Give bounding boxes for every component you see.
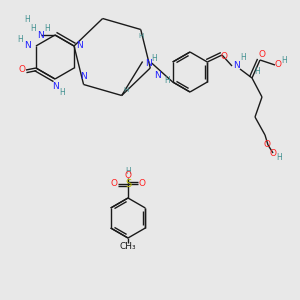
Text: N: N <box>154 71 161 80</box>
Text: O: O <box>220 52 227 62</box>
Text: O: O <box>110 179 118 188</box>
Text: H: H <box>138 32 143 38</box>
Text: CH₃: CH₃ <box>120 242 136 251</box>
Text: H: H <box>124 87 129 93</box>
Text: H: H <box>30 25 36 34</box>
Text: H: H <box>24 14 30 23</box>
Text: S: S <box>125 179 131 189</box>
Text: N: N <box>234 61 240 70</box>
Text: H: H <box>164 76 169 85</box>
Text: O: O <box>139 179 145 188</box>
Text: H: H <box>17 35 23 44</box>
Text: H: H <box>44 25 50 34</box>
Text: O: O <box>263 140 271 149</box>
Text: O: O <box>18 65 26 74</box>
Text: O: O <box>124 172 131 181</box>
Text: N: N <box>145 58 152 68</box>
Text: O: O <box>259 50 266 59</box>
Text: H: H <box>59 88 65 98</box>
Text: N: N <box>37 31 44 40</box>
Text: H: H <box>125 167 131 176</box>
Text: H: H <box>281 56 287 65</box>
Text: N: N <box>80 73 87 82</box>
Text: N: N <box>76 41 82 50</box>
Text: O: O <box>274 61 281 70</box>
Text: N: N <box>52 82 58 91</box>
Text: H: H <box>254 68 260 76</box>
Text: O: O <box>269 148 277 158</box>
Text: H: H <box>240 53 246 62</box>
Text: H: H <box>276 152 282 161</box>
Text: N: N <box>25 41 31 50</box>
Text: H: H <box>152 54 158 63</box>
